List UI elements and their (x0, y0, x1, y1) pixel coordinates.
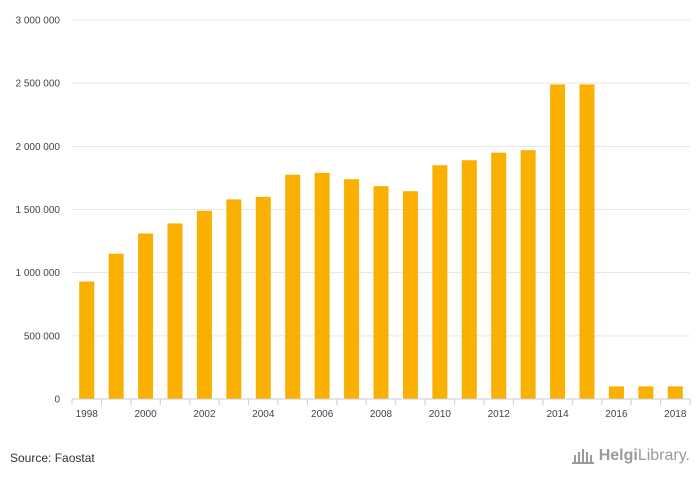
bar-2007 (344, 179, 360, 399)
x-axis-ticks: 1998 2000 2002 2004 2006 2008 2010 2012 2014 2016… (71, 399, 691, 420)
y-tick-label: 1 500 000 (16, 205, 61, 216)
bar-2013 (520, 150, 536, 399)
bar-2009 (402, 191, 418, 399)
y-tick-label: 3 000 000 (16, 16, 61, 27)
y-tick-label: 500 000 (24, 331, 61, 342)
y-axis-ticks: 0 500 000 1 000 000 1 500 000 2 000 000 2 500… (16, 16, 61, 406)
helgi-library-logo: Helgi Library. (571, 447, 690, 465)
bar-1998 (79, 281, 95, 399)
bar-2000 (138, 233, 154, 399)
bar-1999 (108, 253, 124, 399)
x-tick-label: 2008 (370, 409, 393, 420)
bar-2011 (461, 160, 477, 399)
bar-2008 (373, 186, 389, 399)
x-tick-label: 2014 (546, 409, 569, 420)
logo-text-bold: Helgi (598, 447, 638, 464)
bar-2016 (608, 386, 624, 399)
bar-2002 (196, 210, 212, 399)
bar-2018 (667, 386, 683, 399)
bar-2003 (226, 199, 242, 399)
bars (79, 84, 683, 400)
bar-2015 (579, 84, 595, 400)
x-tick-label: 2006 (311, 409, 334, 420)
building-icon (571, 449, 594, 464)
bar-2005 (285, 174, 301, 399)
bar-2012 (491, 152, 507, 399)
bar-2004 (255, 196, 271, 399)
logo-text-rest: Library. (637, 447, 690, 464)
y-tick-label: 0 (54, 395, 60, 406)
y-tick-label: 2 500 000 (16, 79, 61, 90)
x-tick-label: 1998 (76, 409, 99, 420)
bar-2010 (432, 165, 448, 399)
y-tick-label: 1 000 000 (16, 268, 61, 279)
bar-2001 (167, 223, 183, 399)
bar-2014 (550, 84, 566, 400)
x-tick-label: 2004 (252, 409, 275, 420)
x-tick-label: 2000 (134, 409, 157, 420)
x-tick-label: 2016 (605, 409, 628, 420)
x-tick-label: 2018 (664, 409, 687, 420)
x-tick-label: 2010 (429, 409, 452, 420)
bar-2006 (314, 172, 330, 399)
x-tick-label: 2002 (193, 409, 216, 420)
y-tick-label: 2 000 000 (16, 142, 61, 153)
bar-2017 (638, 386, 654, 399)
bar-chart: 0 500 000 1 000 000 1 500 000 2 000 000 2 500… (16, 16, 691, 420)
x-tick-label: 2012 (488, 409, 511, 420)
source-note: Source: Faostat (10, 451, 95, 465)
